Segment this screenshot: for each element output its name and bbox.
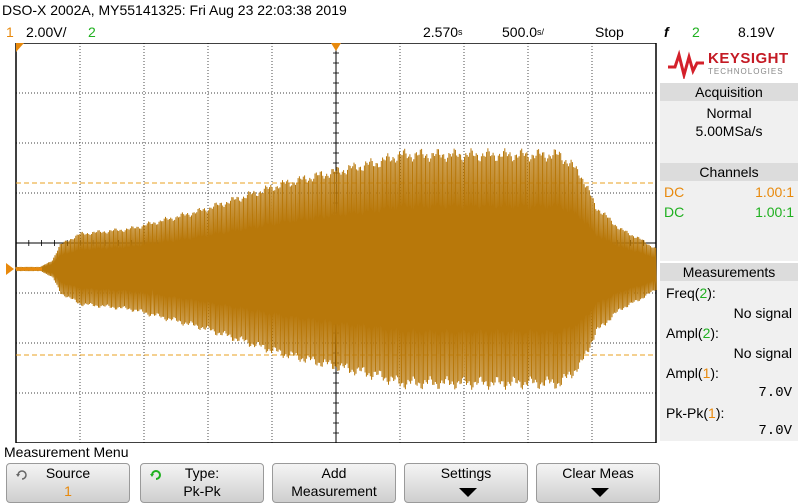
status-bar: 1 2.00V/ 2 2.570s 500.0s/ Stop f 2 8.19V: [0, 21, 800, 43]
meas-1-name: Freq: [666, 285, 695, 301]
acquisition-panel[interactable]: Normal 5.00MSa/s: [660, 101, 798, 165]
menu-title: Measurement Menu: [4, 444, 129, 460]
rotate-knob-green-icon: [150, 470, 161, 480]
ch2-number[interactable]: 2: [88, 24, 96, 40]
meas-4-channel: 1: [708, 405, 716, 421]
title-bar: DSO-X 2002A, MY55141325: Fri Aug 23 22:0…: [0, 0, 800, 21]
measurements-panel[interactable]: Freq(2): No signal Ampl(2): No signal Am…: [660, 281, 798, 441]
meas-2-channel: 2: [702, 325, 711, 341]
source-label: Source: [45, 465, 91, 481]
time-delay[interactable]: 2.570s: [423, 21, 463, 43]
acquisition-heading: Acquisition: [660, 83, 798, 101]
side-panel: KEYSIGHT TECHNOLOGIES Acquisition Normal…: [660, 43, 800, 443]
ch1-waveform: [15, 148, 657, 390]
source-value: 1: [64, 483, 72, 499]
meas-1-value: No signal: [733, 305, 792, 321]
type-value: Pk-Pk: [183, 483, 221, 499]
time-scale[interactable]: 500.0s/: [502, 21, 544, 43]
time-scale-value: 500.0: [502, 24, 538, 40]
ch1-probe: 1.00:1: [755, 184, 794, 200]
run-state[interactable]: Stop: [595, 24, 624, 40]
clear-meas-softkey[interactable]: Clear Meas: [536, 463, 660, 503]
ch1-number[interactable]: 1: [6, 24, 14, 40]
submenu-arrow-icon: [591, 488, 609, 497]
meas-1-channel: 2: [699, 285, 708, 301]
ch1-ground-marker[interactable]: [6, 263, 14, 275]
meas-2-value: No signal: [733, 345, 792, 361]
clear-meas-label: Clear Meas: [562, 465, 634, 481]
meas-4-name: Pk-Pk: [666, 405, 704, 421]
add-measurement-softkey[interactable]: Add Measurement: [272, 463, 396, 503]
add-measurement-line1: Add: [321, 465, 347, 481]
meas-3-channel: 1: [702, 365, 711, 381]
logo-text: KEYSIGHT: [708, 50, 789, 67]
settings-label: Settings: [440, 465, 492, 481]
meas-1-label: Freq(2):: [666, 285, 716, 301]
channel-1-row: DC 1.00:1: [664, 184, 794, 200]
measurements-heading: Measurements: [660, 263, 798, 281]
channels-panel[interactable]: DC 1.00:1 DC 1.00:1: [660, 181, 798, 261]
type-softkey[interactable]: Type: Pk-Pk: [140, 463, 264, 503]
source-softkey[interactable]: Source 1: [6, 463, 130, 503]
scope-display[interactable]: [0, 43, 660, 443]
sample-rate: 5.00MSa/s: [695, 123, 763, 139]
logo-subtext: TECHNOLOGIES: [708, 67, 784, 76]
ch2-probe: 1.00:1: [755, 204, 794, 220]
keysight-wave-icon: [668, 49, 704, 79]
ch1-scale[interactable]: 2.00V/: [26, 24, 67, 40]
instrument-title: DSO-X 2002A, MY55141325: Fri Aug 23 22:0…: [2, 2, 347, 18]
meas-3-label: Ampl(1):: [666, 365, 719, 381]
type-label: Type:: [184, 465, 220, 481]
time-scale-unit: s/: [537, 27, 545, 37]
trigger-edge-icon: f: [664, 24, 669, 40]
meas-2-name: Ampl: [666, 325, 698, 341]
ch2-coupling: DC: [664, 204, 685, 220]
rotate-knob-icon: [16, 470, 27, 480]
trigger-level[interactable]: 8.19V: [738, 24, 775, 40]
submenu-arrow-icon: [459, 488, 477, 497]
acquisition-mode: Normal: [706, 105, 752, 121]
time-delay-unit: s: [458, 27, 463, 37]
channels-heading: Channels: [660, 163, 798, 181]
meas-3-value: 7.0V: [758, 385, 792, 401]
add-measurement-line2: Measurement: [291, 483, 377, 499]
meas-2-label: Ampl(2):: [666, 325, 719, 341]
settings-softkey[interactable]: Settings: [404, 463, 528, 503]
softkey-menu: Measurement Menu Source 1 Type: Pk-Pk Ad…: [0, 443, 800, 503]
left-edge-marker[interactable]: [16, 43, 24, 52]
markers: [6, 43, 341, 275]
keysight-logo: KEYSIGHT TECHNOLOGIES: [660, 43, 798, 83]
meas-3-name: Ampl: [666, 365, 698, 381]
trigger-position-marker[interactable]: [331, 43, 341, 51]
time-delay-value: 2.570: [423, 24, 459, 40]
trigger-source[interactable]: 2: [692, 24, 700, 40]
meas-4-label: Pk-Pk(1):: [666, 405, 725, 421]
ch1-coupling: DC: [664, 184, 685, 200]
meas-4-value: 7.0V: [758, 423, 792, 439]
channel-2-row: DC 1.00:1: [664, 204, 794, 220]
